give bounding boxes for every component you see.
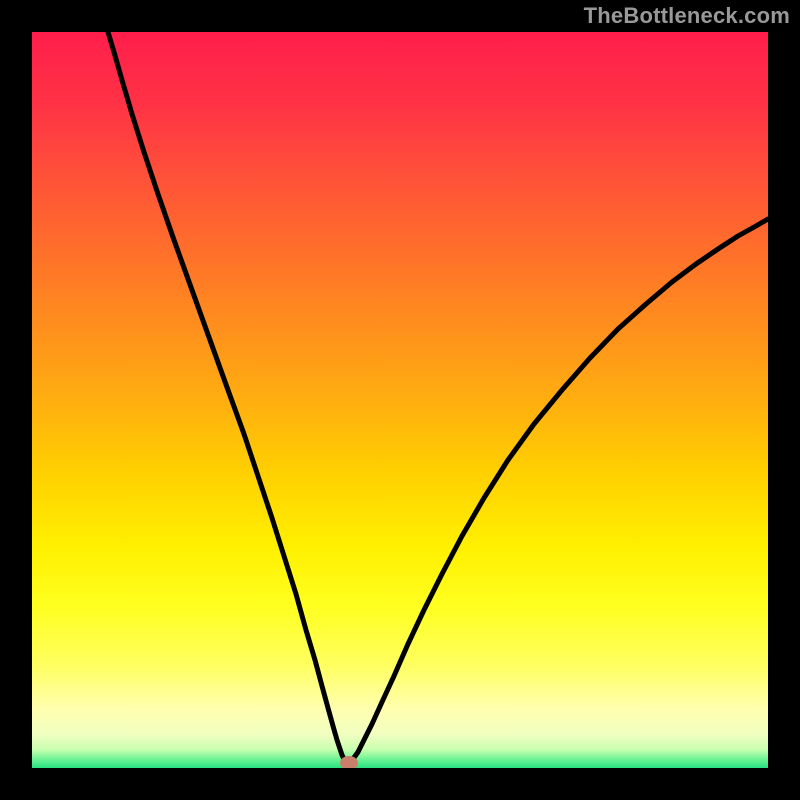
watermark-text: TheBottleneck.com [584,3,790,29]
plot-area [32,32,768,768]
chart-frame: TheBottleneck.com [0,0,800,800]
